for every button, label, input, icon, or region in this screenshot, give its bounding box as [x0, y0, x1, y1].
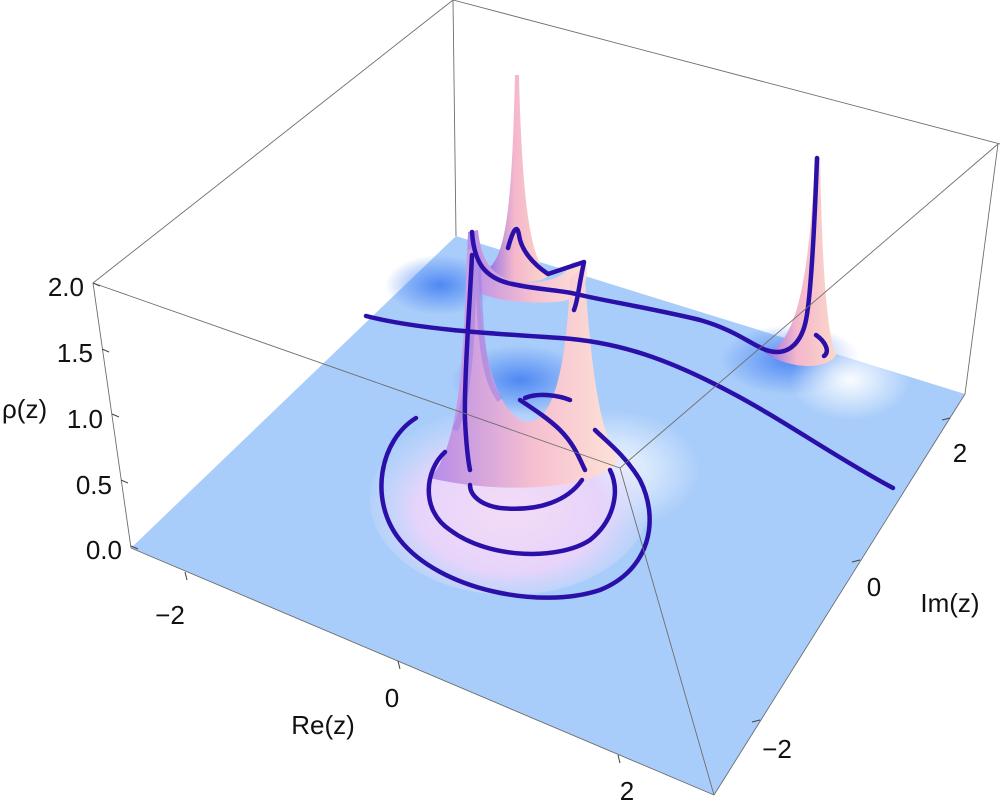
axis-labels: 2.0 1.5 1.0 0.5 0.0 ρ(z) −2 0 2 Re(z) 2 … — [2, 272, 980, 806]
contour-line — [522, 392, 573, 403]
peak-back-left — [486, 75, 548, 282]
contour-line — [813, 332, 829, 359]
axis-ticks — [92, 282, 951, 764]
contour-line — [469, 155, 820, 354]
z-tick-label: 1.0 — [67, 404, 103, 434]
surface-spikes — [430, 75, 836, 488]
peak-back-pair — [466, 230, 587, 303]
x-axis-title: Re(z) — [291, 710, 355, 740]
box-front-edges — [92, 143, 999, 796]
contour-line — [426, 449, 618, 557]
y-axis-title: Im(z) — [920, 588, 979, 618]
z-tick-label: 0.5 — [76, 470, 112, 500]
contour-line — [467, 477, 585, 511]
y-tick-label: 0 — [867, 572, 881, 602]
z-tick-label: 2.0 — [48, 272, 84, 302]
contour-line — [379, 415, 652, 600]
surface-floor — [131, 236, 965, 795]
x-tick-label: 2 — [620, 776, 634, 806]
contour-lines — [363, 155, 896, 600]
contour-line — [363, 313, 896, 491]
z-tick-label: 1.5 — [57, 338, 93, 368]
peak-right — [764, 157, 836, 367]
contour-line — [462, 252, 475, 473]
x-tick-label: 0 — [385, 683, 399, 713]
contour-line — [505, 226, 587, 313]
box-back-edges — [92, 0, 1000, 549]
contour-line — [517, 397, 588, 473]
y-tick-label: −2 — [762, 734, 792, 764]
z-tick-label: 0.0 — [86, 535, 122, 565]
y-tick-label: 2 — [953, 438, 967, 468]
x-tick-label: −2 — [155, 600, 185, 630]
z-axis-title: ρ(z) — [2, 394, 47, 424]
